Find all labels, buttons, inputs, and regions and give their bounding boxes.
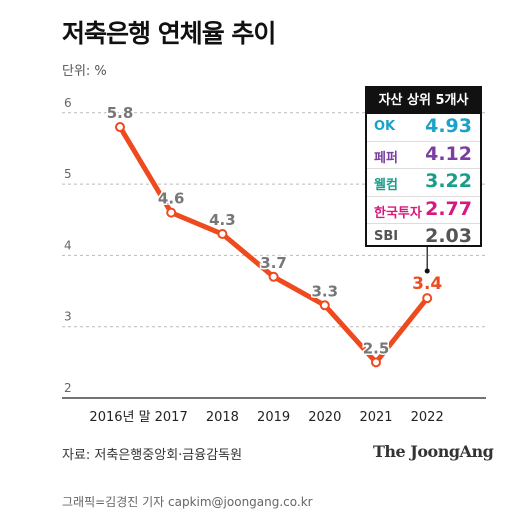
source-note: 자료: 저축은행중앙회·금융감독원 (62, 448, 243, 463)
y-tick-label: 3 (64, 310, 72, 324)
legend-value: 2.03 (425, 225, 472, 247)
data-label: 4.3 (209, 211, 236, 229)
y-tick-label: 5 (64, 167, 72, 181)
x-tick-label: 2016년 말 (89, 410, 150, 425)
data-point (371, 357, 381, 368)
data-point (115, 122, 125, 133)
unit-label: 단위: % (62, 64, 107, 79)
legend-row-sbi: SBI 2.03 (367, 224, 480, 251)
legend-name: SBI (374, 229, 399, 244)
legend-name: 한국투자 (374, 205, 422, 221)
x-tick-label: 2019 (257, 410, 290, 425)
legend-value: 4.93 (425, 115, 472, 137)
chart-title: 저축은행 연체율 추이 (62, 19, 276, 48)
x-tick-label: 2017 (155, 410, 188, 425)
data-point (268, 271, 279, 282)
legend-value: 2.77 (425, 197, 472, 220)
data-label: 5.8 (107, 104, 134, 122)
publisher-logo: The JoongAng (373, 442, 494, 461)
top5-legend-box: 자산 상위 5개사 OK 4.93 페퍼 4.12 웰컴 3.22 한국투자 2… (365, 86, 482, 247)
legend-value: 3.22 (425, 170, 472, 192)
data-point (217, 229, 228, 240)
legend-title: 자산 상위 5개사 (367, 88, 480, 114)
legend-row-ok: OK 4.93 (367, 114, 480, 142)
x-tick-label: 2020 (308, 410, 341, 425)
y-tick-label: 2 (64, 381, 72, 395)
legend-row-korea-investment: 한국투자 2.77 (367, 197, 480, 224)
data-label: 2.5 (363, 339, 390, 357)
data-label: 4.6 (158, 190, 185, 208)
legend-name: OK (374, 119, 396, 134)
data-point (319, 300, 330, 311)
x-tick-label: 2022 (411, 410, 444, 425)
x-tick-label: 2021 (359, 410, 392, 425)
y-tick-label: 4 (64, 238, 72, 252)
legend-name: 페퍼 (374, 150, 398, 166)
data-label: 3.3 (312, 282, 339, 300)
legend-row-welcome: 웰컴 3.22 (367, 169, 480, 197)
y-tick-label: 6 (64, 96, 72, 110)
graphic-credit: 그래픽=김경진 기자 capkim@joongang.co.kr (62, 495, 313, 509)
leader-dot (424, 268, 430, 274)
data-point (166, 207, 177, 218)
data-label: 3.7 (260, 254, 287, 272)
legend-name: 웰컴 (374, 178, 398, 193)
legend-value: 4.12 (425, 142, 472, 165)
data-label: 3.4 (412, 274, 442, 294)
legend-row-pepper: 페퍼 4.12 (367, 142, 480, 169)
x-tick-label: 2018 (206, 410, 239, 425)
data-point (422, 293, 433, 304)
